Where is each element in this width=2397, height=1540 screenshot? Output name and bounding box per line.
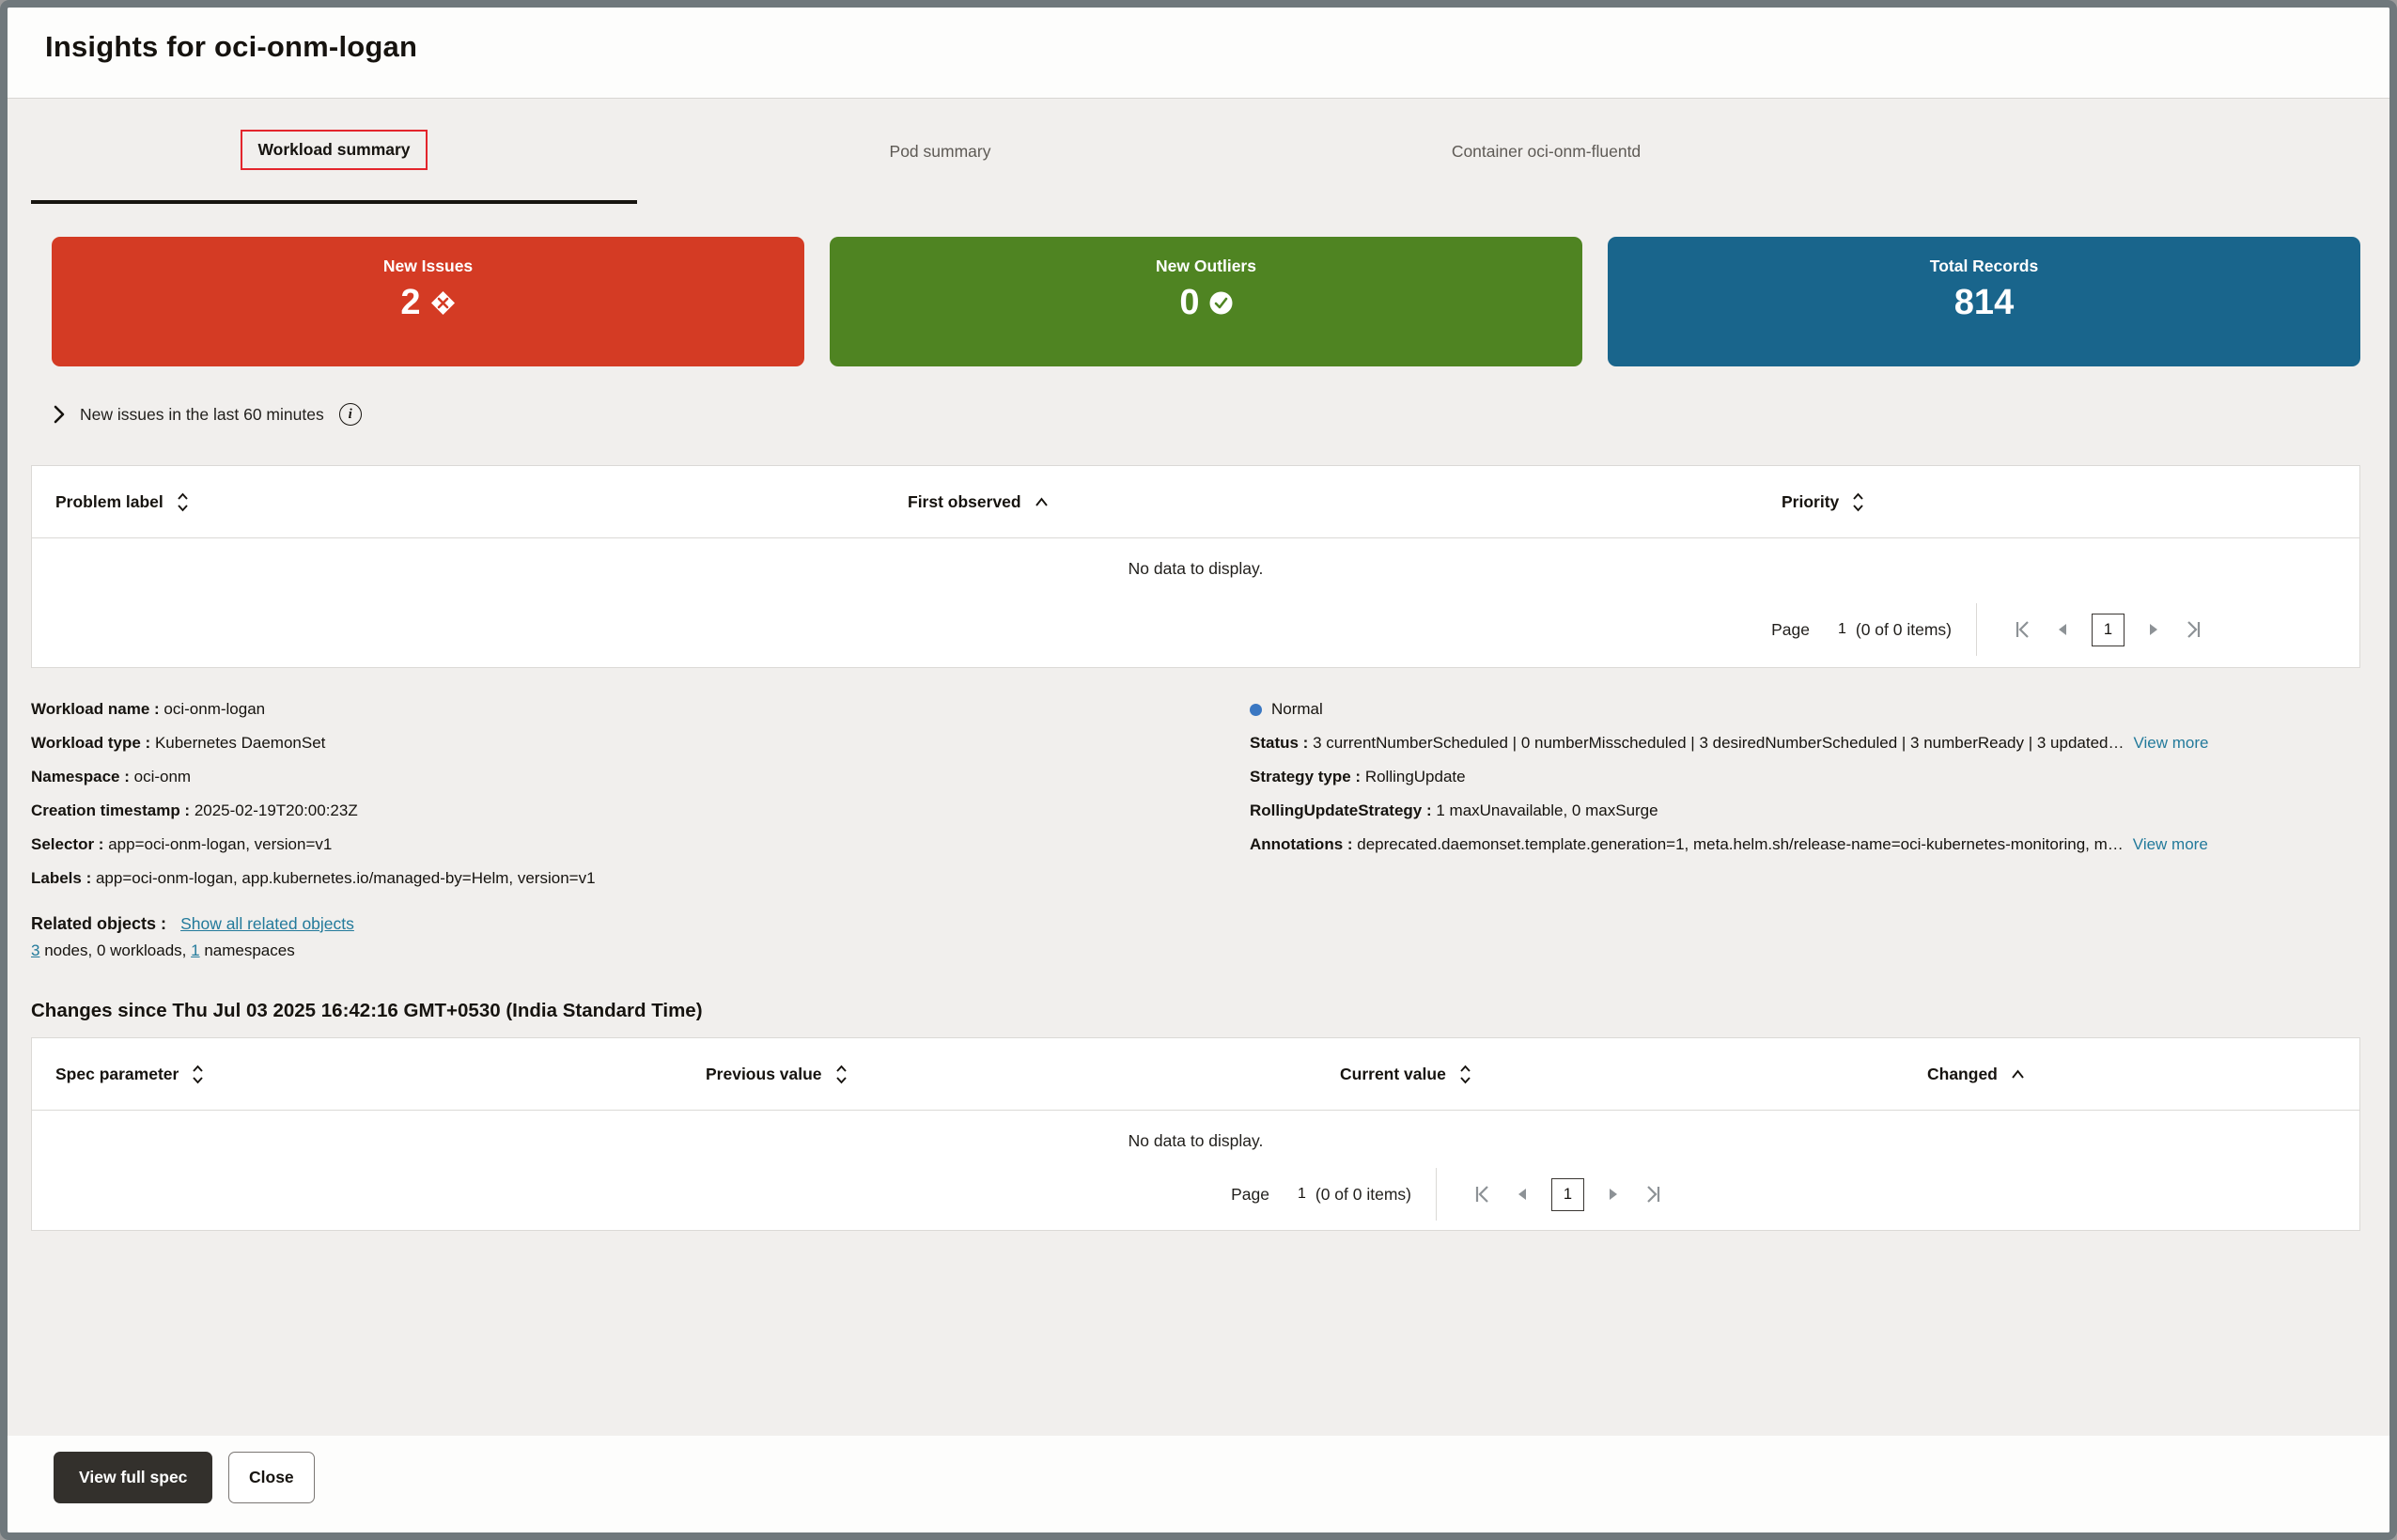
page-title: Insights for oci-onm-logan (45, 30, 418, 63)
check-circle-icon (1209, 291, 1233, 315)
tab-container-oci-onm-fluentd[interactable]: Container oci-onm-fluentd (1243, 99, 1849, 204)
prev-page-button[interactable] (2056, 622, 2069, 637)
close-button[interactable]: Close (228, 1452, 315, 1503)
sort-both-icon (835, 1064, 848, 1085)
page-label: Page (1771, 619, 1810, 639)
empty-state-text: No data to display. (1128, 1131, 1264, 1150)
card-label: Total Records (1929, 257, 2039, 275)
changes-table: Spec parameter Previous value Current va… (31, 1037, 2360, 1231)
sort-both-icon (1852, 491, 1864, 513)
issues-table-header: Problem label First observed Priority (32, 466, 2359, 538)
items-count: (0 of 0 items) (1315, 1184, 1411, 1204)
page-number: 1 (1837, 621, 1846, 637)
sort-asc-icon (1035, 497, 1049, 507)
chevron-right-icon (54, 405, 65, 424)
new-issues-toggle[interactable]: New issues in the last 60 minutes i (54, 398, 362, 430)
prev-page-button[interactable] (1516, 1187, 1529, 1202)
pagination: Page 1 (0 of 0 items) 1 (1231, 1168, 1674, 1221)
column-header-spec-parameter[interactable]: Spec parameter (55, 1038, 204, 1111)
related-objects-section: Related objects : Show all related objec… (31, 914, 354, 960)
show-all-related-objects-link[interactable]: Show all related objects (180, 914, 354, 933)
namespaces-count-link[interactable]: 1 (191, 941, 200, 959)
changes-table-header: Spec parameter Previous value Current va… (32, 1038, 2359, 1111)
critical-diamond-icon (430, 290, 456, 316)
card-label: New Outliers (1156, 257, 1256, 275)
last-page-button[interactable] (2183, 619, 2203, 640)
page-label: Page (1231, 1184, 1269, 1204)
tab-pod-summary-label: Pod summary (889, 141, 991, 161)
view-full-spec-button[interactable]: View full spec (54, 1452, 213, 1503)
status-badge: Normal (1250, 692, 2373, 726)
issues-table: Problem label First observed Priority No… (31, 465, 2360, 668)
tab-bar: Workload summary Pod summary Container o… (31, 99, 1849, 204)
column-header-priority[interactable]: Priority (1782, 466, 1864, 538)
changes-since-heading: Changes since Thu Jul 03 2025 16:42:16 G… (31, 1000, 703, 1021)
last-page-button[interactable] (1642, 1184, 1663, 1205)
sort-both-icon (192, 1064, 204, 1085)
metric-cards: New Issues 2 New Outliers 0 (52, 237, 2360, 366)
tab-workload-summary[interactable]: Workload summary (31, 99, 637, 204)
metric-card-new-issues[interactable]: New Issues 2 (52, 237, 804, 366)
metric-card-total-records[interactable]: Total Records 814 (1608, 237, 2360, 366)
items-count: (0 of 0 items) (1855, 619, 1952, 639)
column-header-previous-value[interactable]: Previous value (706, 1038, 848, 1111)
detail-row-workload-type: Workload type : Kubernetes DaemonSet (31, 734, 326, 752)
detail-row-namespace: Namespace : oci-onm (31, 768, 192, 786)
detail-row-workload-name: Workload name : oci-onm-logan (31, 700, 266, 718)
detail-row-creation-timestamp: Creation timestamp : 2025-02-19T20:00:23… (31, 801, 358, 819)
page-number: 1 (1297, 1186, 1306, 1202)
detail-row-selector: Selector : app=oci-onm-logan, version=v1 (31, 835, 333, 853)
card-label: New Issues (382, 257, 474, 275)
column-header-problem-label[interactable]: Problem label (55, 466, 189, 538)
pagination-divider (1976, 603, 1977, 656)
dialog-footer: View full spec Close (8, 1436, 2389, 1532)
pagination-divider (1436, 1168, 1437, 1221)
nodes-count-link[interactable]: 3 (31, 941, 40, 959)
detail-row-annotations: Annotations : deprecated.daemonset.templ… (1250, 835, 2208, 853)
view-more-status-link[interactable]: View more (2133, 734, 2209, 752)
view-more-annotations-link[interactable]: View more (2132, 835, 2208, 853)
sort-asc-icon (2011, 1069, 2025, 1080)
card-value: 2 (400, 283, 421, 322)
column-header-first-observed[interactable]: First observed (908, 466, 1049, 538)
pagination: Page 1 (0 of 0 items) 1 (1771, 603, 2215, 656)
detail-row-status: Status : 3 currentNumberScheduled | 0 nu… (1250, 734, 2209, 752)
column-header-changed[interactable]: Changed (1927, 1038, 2025, 1111)
column-header-current-value[interactable]: Current value (1340, 1038, 1471, 1111)
workload-details: Workload name : oci-onm-logan Workload t… (31, 692, 596, 895)
card-value: 0 (1179, 283, 1200, 322)
detail-row-rolling-update-strategy: RollingUpdateStrategy : 1 maxUnavailable… (1250, 801, 1658, 819)
sort-both-icon (1459, 1064, 1471, 1085)
first-page-button[interactable] (1472, 1184, 1493, 1205)
related-objects-label: Related objects : (31, 914, 167, 933)
current-page-box[interactable]: 1 (2092, 613, 2125, 646)
sort-both-icon (177, 491, 189, 513)
detail-row-labels: Labels : app=oci-onm-logan, app.kubernet… (31, 869, 596, 887)
tab-container-label: Container oci-onm-fluentd (1451, 141, 1642, 161)
related-objects-counts: 3 nodes, 0 workloads, 1 namespaces (31, 941, 295, 959)
first-page-button[interactable] (2013, 619, 2033, 640)
detail-row-strategy-type: Strategy type : RollingUpdate (1250, 768, 1466, 786)
workload-status-details: Normal Status : 3 currentNumberScheduled… (1250, 692, 2373, 862)
card-value: 814 (1953, 283, 2015, 322)
tab-workload-summary-label: Workload summary (257, 139, 411, 159)
current-page-box[interactable]: 1 (1551, 1177, 1584, 1211)
info-icon[interactable]: i (338, 403, 362, 426)
metric-card-new-outliers[interactable]: New Outliers 0 (830, 237, 1582, 366)
next-page-button[interactable] (1607, 1187, 1620, 1202)
new-issues-toggle-label: New issues in the last 60 minutes (80, 404, 324, 424)
status-dot-icon (1250, 703, 1262, 716)
dialog-header: Insights for oci-onm-logan (8, 8, 2389, 99)
empty-state-text: No data to display. (1128, 559, 1264, 578)
active-tab-highlight-box: Workload summary (241, 129, 428, 170)
next-page-button[interactable] (2147, 622, 2160, 637)
tab-pod-summary[interactable]: Pod summary (637, 99, 1243, 204)
